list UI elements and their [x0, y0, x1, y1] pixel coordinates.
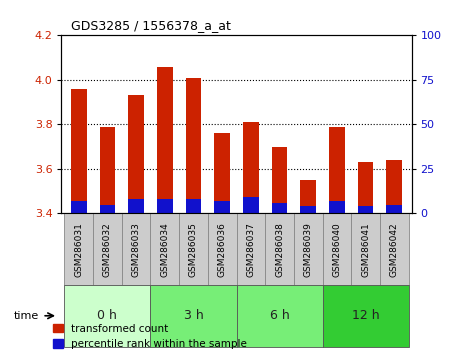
Bar	[214, 133, 230, 213]
Bar	[99, 205, 115, 213]
Bar	[64, 285, 150, 347]
Text: 6 h: 6 h	[270, 309, 289, 322]
Bar	[128, 96, 144, 213]
Text: GDS3285 / 1556378_a_at: GDS3285 / 1556378_a_at	[71, 19, 231, 32]
Bar	[208, 213, 236, 285]
Bar	[294, 213, 323, 285]
Bar	[380, 213, 409, 285]
Bar	[300, 180, 316, 213]
Text: GSM286042: GSM286042	[390, 222, 399, 276]
Bar	[185, 78, 201, 213]
Bar	[157, 199, 173, 213]
Bar	[157, 67, 173, 213]
Text: GSM286032: GSM286032	[103, 222, 112, 277]
Bar	[300, 206, 316, 213]
Bar	[93, 213, 122, 285]
Bar	[386, 205, 402, 213]
Text: GSM286031: GSM286031	[74, 222, 83, 277]
Text: 0 h: 0 h	[97, 309, 117, 322]
Bar	[150, 213, 179, 285]
Text: GSM286036: GSM286036	[218, 222, 227, 277]
Bar	[128, 199, 144, 213]
Bar	[329, 201, 345, 213]
Text: GSM286033: GSM286033	[131, 222, 140, 277]
Bar	[122, 213, 150, 285]
Bar	[358, 206, 374, 213]
Text: 3 h: 3 h	[184, 309, 203, 322]
Bar	[386, 160, 402, 213]
Bar	[358, 162, 374, 213]
Bar	[351, 213, 380, 285]
Text: GSM286034: GSM286034	[160, 222, 169, 277]
Bar	[64, 213, 93, 285]
Bar	[71, 201, 87, 213]
Text: GSM286038: GSM286038	[275, 222, 284, 277]
Bar	[150, 285, 236, 347]
Text: time: time	[14, 311, 39, 321]
Legend: transformed count, percentile rank within the sample: transformed count, percentile rank withi…	[53, 324, 247, 349]
Bar	[185, 199, 201, 213]
Text: GSM286037: GSM286037	[246, 222, 255, 277]
Text: 12 h: 12 h	[352, 309, 379, 322]
Bar	[329, 127, 345, 213]
Bar	[236, 285, 323, 347]
Text: GSM286040: GSM286040	[333, 222, 342, 277]
Bar	[71, 89, 87, 213]
Bar	[323, 213, 351, 285]
Bar	[323, 285, 409, 347]
Bar	[272, 203, 288, 213]
Bar	[214, 201, 230, 213]
Text: GSM286041: GSM286041	[361, 222, 370, 277]
Text: GSM286039: GSM286039	[304, 222, 313, 277]
Text: GSM286035: GSM286035	[189, 222, 198, 277]
Bar	[243, 198, 259, 213]
Bar	[265, 213, 294, 285]
Bar	[179, 213, 208, 285]
Bar	[236, 213, 265, 285]
Bar	[243, 122, 259, 213]
Bar	[99, 127, 115, 213]
Bar	[272, 147, 288, 213]
